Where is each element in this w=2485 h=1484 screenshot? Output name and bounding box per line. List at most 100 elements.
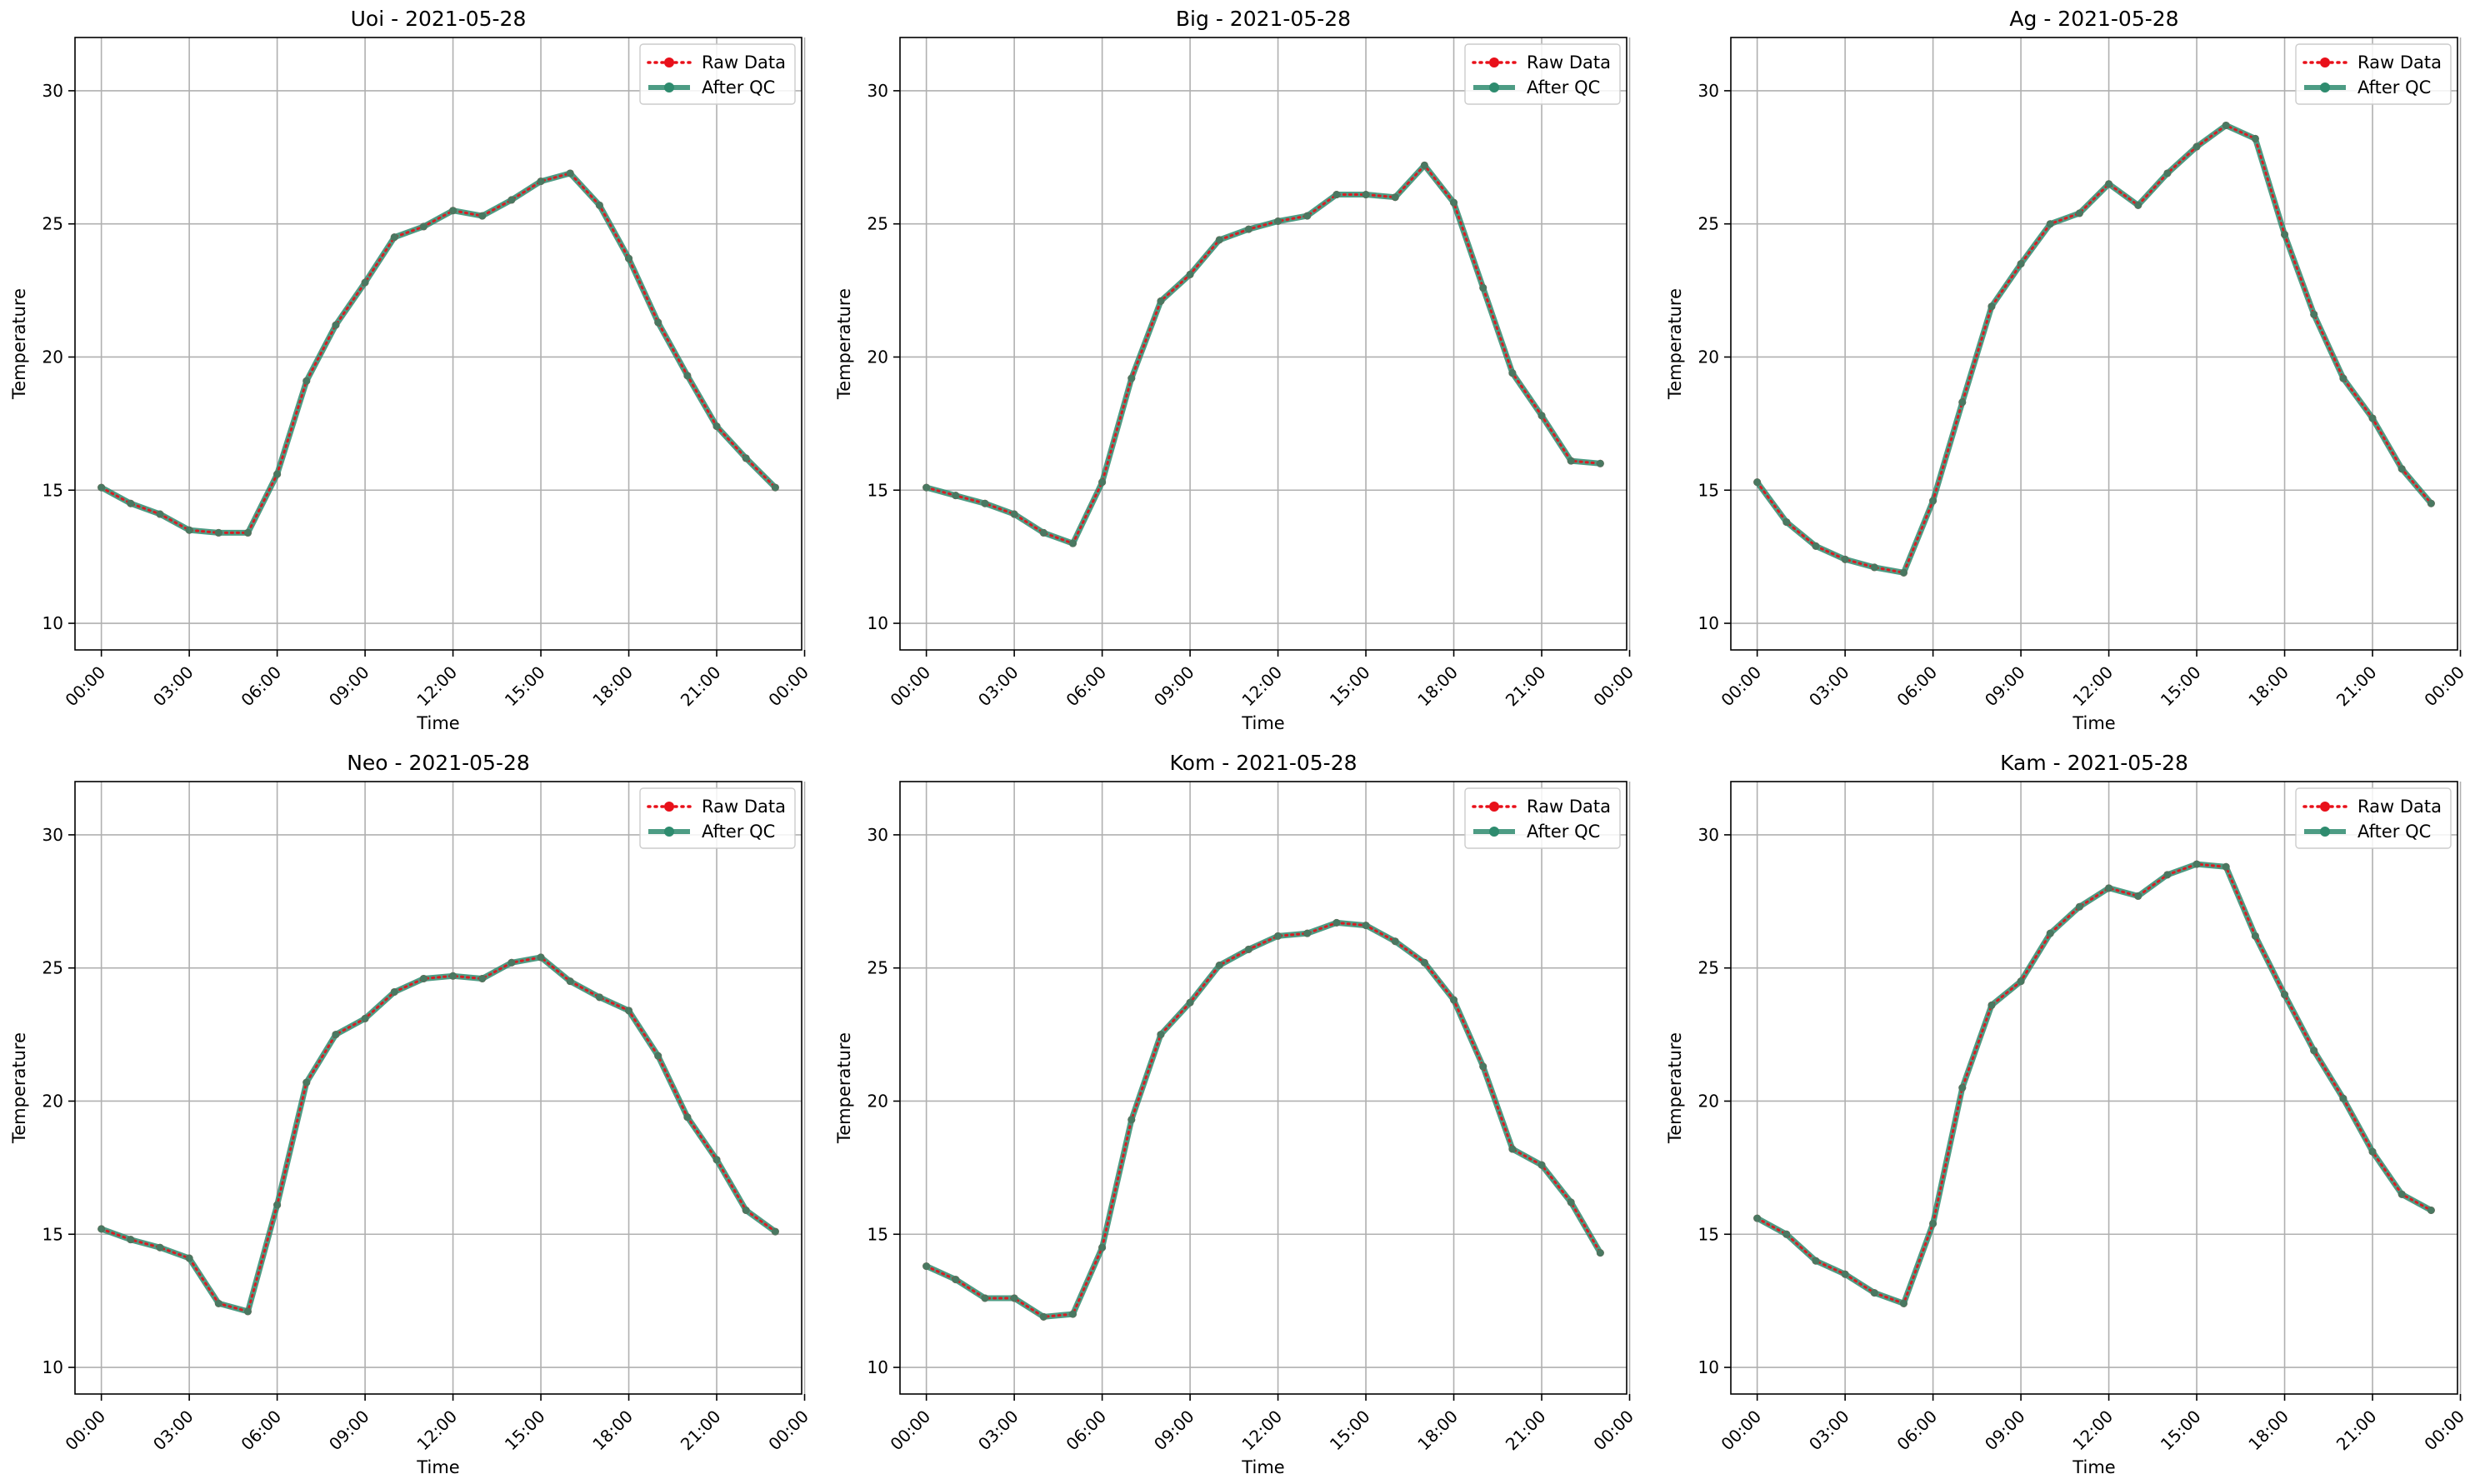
data-point-after-qc (2105, 884, 2113, 892)
data-point-after-qc (566, 169, 574, 177)
x-axis-label: Time (1241, 1457, 1284, 1477)
x-tick-label: 03:00 (149, 1407, 198, 1455)
data-point-after-qc (2075, 209, 2083, 217)
x-tick-label: 12:00 (412, 1407, 461, 1455)
y-tick-label: 25 (42, 214, 63, 234)
data-point-after-qc (508, 196, 516, 204)
x-tick-label: 12:00 (412, 662, 461, 711)
data-point-after-qc (2368, 1147, 2377, 1156)
chart-title: Neo - 2021-05-28 (347, 751, 530, 775)
x-tick-label: 18:00 (588, 662, 637, 711)
data-point-after-qc (1753, 1214, 1762, 1222)
data-point-after-qc (1128, 1116, 1136, 1124)
y-tick-label: 20 (1698, 347, 1719, 367)
data-point-after-qc (1988, 1001, 1996, 1009)
data-point-after-qc (332, 321, 340, 329)
data-point-after-qc (419, 974, 428, 982)
legend-label-after-qc: After QC (702, 77, 775, 97)
y-tick-label: 10 (1698, 613, 1719, 633)
x-tick-label: 06:00 (237, 1407, 285, 1455)
data-point-after-qc (508, 958, 516, 967)
legend-marker-raw (1489, 802, 1499, 812)
data-point-after-qc (1479, 283, 1488, 292)
x-axis-label: Time (416, 1457, 459, 1477)
y-tick-label: 10 (1698, 1357, 1719, 1377)
legend-label-raw: Raw Data (702, 797, 786, 817)
x-tick-label: 18:00 (1413, 1407, 1462, 1455)
data-point-after-qc (478, 212, 487, 220)
data-point-after-qc (361, 278, 369, 287)
x-tick-label: 06:00 (1892, 662, 1941, 711)
legend: Raw Data After QC (2295, 43, 2452, 105)
x-tick-label: 15:00 (2157, 662, 2205, 711)
data-point-after-qc (2310, 1047, 2318, 1055)
y-tick-label: 30 (868, 81, 888, 101)
x-tick-label: 09:00 (1981, 1407, 2029, 1455)
y-tick-label: 25 (868, 958, 888, 978)
chart-title: Kom - 2021-05-28 (1170, 751, 1358, 775)
data-point-after-qc (449, 972, 458, 980)
x-tick-label: 12:00 (2068, 1407, 2117, 1455)
legend: Raw Data After QC (639, 43, 796, 105)
data-point-after-qc (742, 454, 750, 462)
x-tick-label: 09:00 (325, 1407, 373, 1455)
data-point-after-qc (712, 1156, 721, 1164)
data-point-after-qc (1538, 412, 1546, 420)
y-tick-label: 25 (1698, 958, 1719, 978)
data-point-after-qc (1068, 1310, 1077, 1318)
data-point-after-qc (2368, 414, 2377, 422)
data-point-after-qc (771, 483, 779, 492)
x-tick-label: 18:00 (2244, 1407, 2292, 1455)
legend: Raw Data After QC (1464, 43, 1621, 105)
data-point-after-qc (1899, 568, 1908, 577)
data-point-after-qc (127, 499, 135, 507)
data-point-after-qc (1841, 555, 1849, 563)
legend-marker-after-qc (2320, 82, 2330, 92)
x-tick-label: 21:00 (2332, 1407, 2381, 1455)
x-tick-label: 15:00 (1326, 662, 1374, 711)
y-tick-label: 15 (868, 480, 888, 500)
data-point-after-qc (1508, 1145, 1517, 1153)
data-point-after-qc (981, 1294, 989, 1302)
data-point-after-qc (2163, 871, 2172, 879)
data-point-after-qc (1068, 539, 1077, 547)
data-point-after-qc (1274, 217, 1282, 225)
data-point-after-qc (1215, 962, 1223, 969)
legend-label-after-qc: After QC (702, 822, 775, 842)
data-point-after-qc (1186, 998, 1194, 1007)
data-point-after-qc (742, 1207, 750, 1214)
x-tick-label: 12:00 (2068, 662, 2117, 711)
data-point-after-qc (1567, 1198, 1575, 1207)
data-point-after-qc (1010, 510, 1018, 518)
data-point-after-qc (2163, 169, 2172, 177)
data-point-after-qc (1538, 1161, 1546, 1169)
data-point-after-qc (1332, 918, 1341, 927)
series-line-after-qc (1755, 861, 2433, 1307)
data-point-after-qc (1841, 1270, 1849, 1278)
data-point-after-qc (156, 1243, 164, 1252)
data-point-after-qc (1929, 1219, 1938, 1227)
data-point-after-qc (98, 1225, 106, 1233)
x-tick-label: 15:00 (1326, 1407, 1374, 1455)
x-tick-label: 18:00 (1413, 662, 1462, 711)
data-point-after-qc (156, 510, 164, 518)
x-tick-label: 06:00 (1062, 1407, 1110, 1455)
x-tick-label: 15:00 (2157, 1407, 2205, 1455)
legend-label-after-qc: After QC (2358, 77, 2431, 97)
data-point-after-qc (1450, 198, 1458, 207)
y-tick-label: 30 (1698, 825, 1719, 845)
x-tick-label: 00:00 (886, 662, 934, 711)
x-tick-label: 03:00 (1805, 1407, 1853, 1455)
x-tick-label: 03:00 (1805, 662, 1853, 711)
data-point-after-qc (478, 974, 487, 982)
chart-panel-3: 00:00 03:00 06:00 09:00 12:00 15:00 18:00 21:00… (1665, 7, 2468, 733)
data-point-after-qc (2075, 902, 2083, 911)
data-point-after-qc (127, 1236, 135, 1244)
y-axis-label: Temperature (834, 1032, 854, 1144)
x-axis-label: Time (2072, 1457, 2115, 1477)
series-line-raw-data (1756, 862, 2432, 1306)
data-point-after-qc (361, 1014, 369, 1022)
plot-frame (1730, 781, 2458, 1395)
data-point-after-qc (2222, 862, 2230, 871)
